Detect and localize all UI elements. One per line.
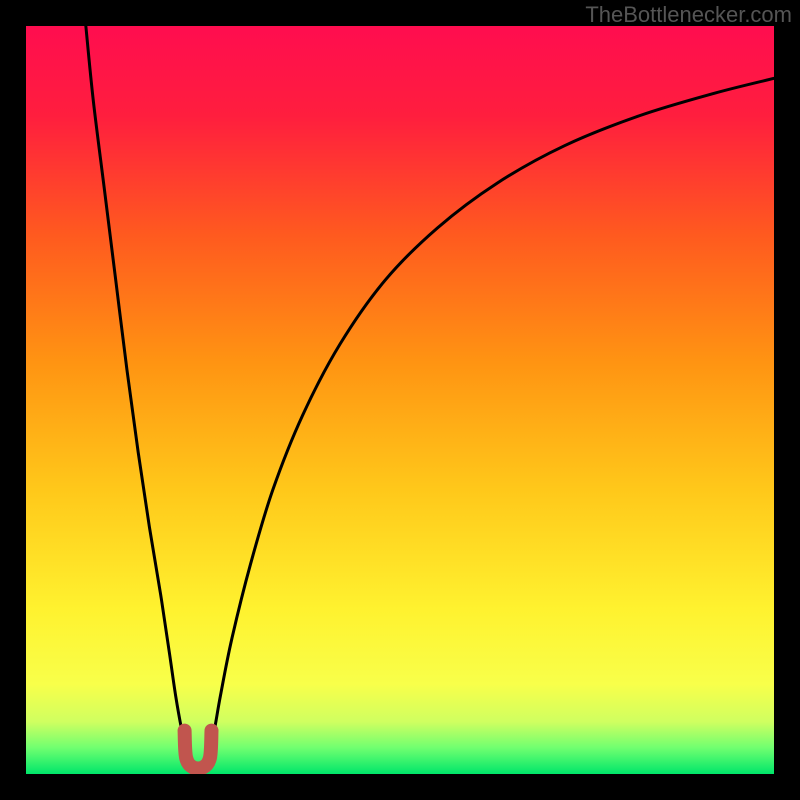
attribution-watermark: TheBottlenecker.com — [585, 2, 792, 28]
bottleneck-curve-chart — [0, 0, 800, 800]
chart-frame: TheBottlenecker.com — [0, 0, 800, 800]
chart-background — [26, 26, 774, 774]
